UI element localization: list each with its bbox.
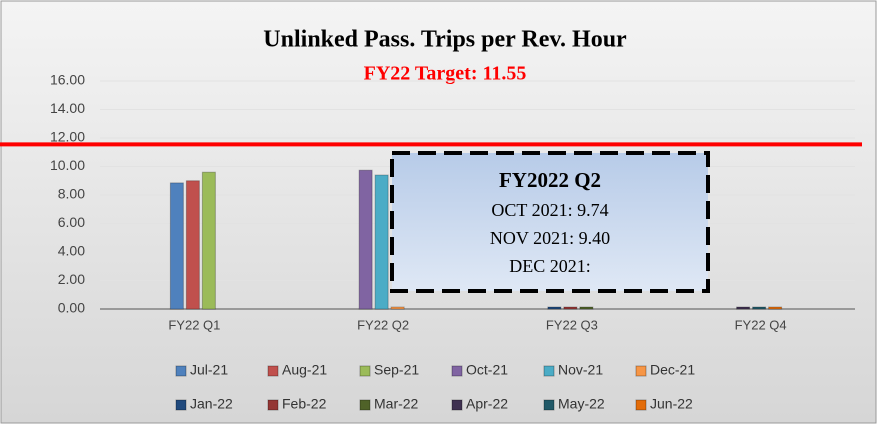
bar bbox=[547, 306, 562, 310]
bar bbox=[768, 306, 783, 310]
legend-label: Jul-21 bbox=[190, 362, 228, 378]
legend-swatch bbox=[359, 365, 371, 377]
bar bbox=[390, 306, 405, 310]
x-tick-label: FY22 Q4 bbox=[735, 317, 787, 332]
bar bbox=[579, 306, 594, 310]
legend-label: Nov-21 bbox=[558, 362, 603, 378]
annotation-line: DEC 2021: bbox=[509, 256, 591, 276]
y-tick-label: 10.00 bbox=[50, 157, 85, 173]
legend-label: May-22 bbox=[558, 396, 605, 412]
bar bbox=[563, 306, 578, 310]
legend-swatch bbox=[543, 399, 555, 411]
legend-label: Feb-22 bbox=[282, 396, 327, 412]
x-tick-label: FY22 Q1 bbox=[168, 317, 220, 332]
annotation-title: FY2022 Q2 bbox=[499, 168, 601, 192]
legend-swatch bbox=[451, 399, 463, 411]
legend-swatch bbox=[543, 365, 555, 377]
y-tick-label: 6.00 bbox=[58, 214, 85, 230]
y-tick-label: 4.00 bbox=[58, 243, 85, 259]
legend-swatch bbox=[635, 365, 647, 377]
bar bbox=[201, 171, 216, 310]
y-tick-label: 0.00 bbox=[58, 300, 85, 316]
legend-swatch bbox=[175, 399, 187, 411]
legend-swatch bbox=[267, 399, 279, 411]
chart-title: Unlinked Pass. Trips per Rev. Hour bbox=[263, 27, 627, 53]
legend-label: Mar-22 bbox=[374, 396, 419, 412]
bar bbox=[736, 306, 751, 310]
bar bbox=[374, 174, 389, 310]
x-tick-label: FY22 Q2 bbox=[357, 317, 409, 332]
bar bbox=[169, 182, 184, 310]
x-tick-label: FY22 Q3 bbox=[546, 317, 598, 332]
legend-swatch bbox=[175, 365, 187, 377]
annotation-line: NOV 2021: 9.40 bbox=[490, 228, 610, 248]
legend-swatch bbox=[359, 399, 371, 411]
legend-swatch bbox=[267, 365, 279, 377]
y-tick-label: 12.00 bbox=[50, 129, 85, 145]
annotation-line: OCT 2021: 9.74 bbox=[491, 200, 608, 220]
annotation-box bbox=[390, 151, 710, 293]
bar bbox=[185, 180, 200, 310]
y-tick-label: 8.00 bbox=[58, 186, 85, 202]
legend-label: Dec-21 bbox=[650, 362, 695, 378]
bar bbox=[358, 169, 373, 310]
legend-swatch bbox=[451, 365, 463, 377]
legend-label: Apr-22 bbox=[466, 396, 508, 412]
target-label: FY22 Target: 11.55 bbox=[364, 63, 527, 85]
annotation: FY2022 Q2 OCT 2021: 9.74 NOV 2021: 9.40 … bbox=[390, 151, 710, 293]
y-tick-label: 2.00 bbox=[58, 271, 85, 287]
bar bbox=[752, 306, 767, 310]
legend-swatch bbox=[635, 399, 647, 411]
legend-label: Jun-22 bbox=[650, 396, 693, 412]
y-tick-label: 14.00 bbox=[50, 100, 85, 116]
legend-label: Aug-21 bbox=[282, 362, 327, 378]
y-tick-label: 16.00 bbox=[50, 72, 85, 88]
legend-label: Oct-21 bbox=[466, 362, 508, 378]
legend-label: Sep-21 bbox=[374, 362, 419, 378]
legend-label: Jan-22 bbox=[190, 396, 233, 412]
